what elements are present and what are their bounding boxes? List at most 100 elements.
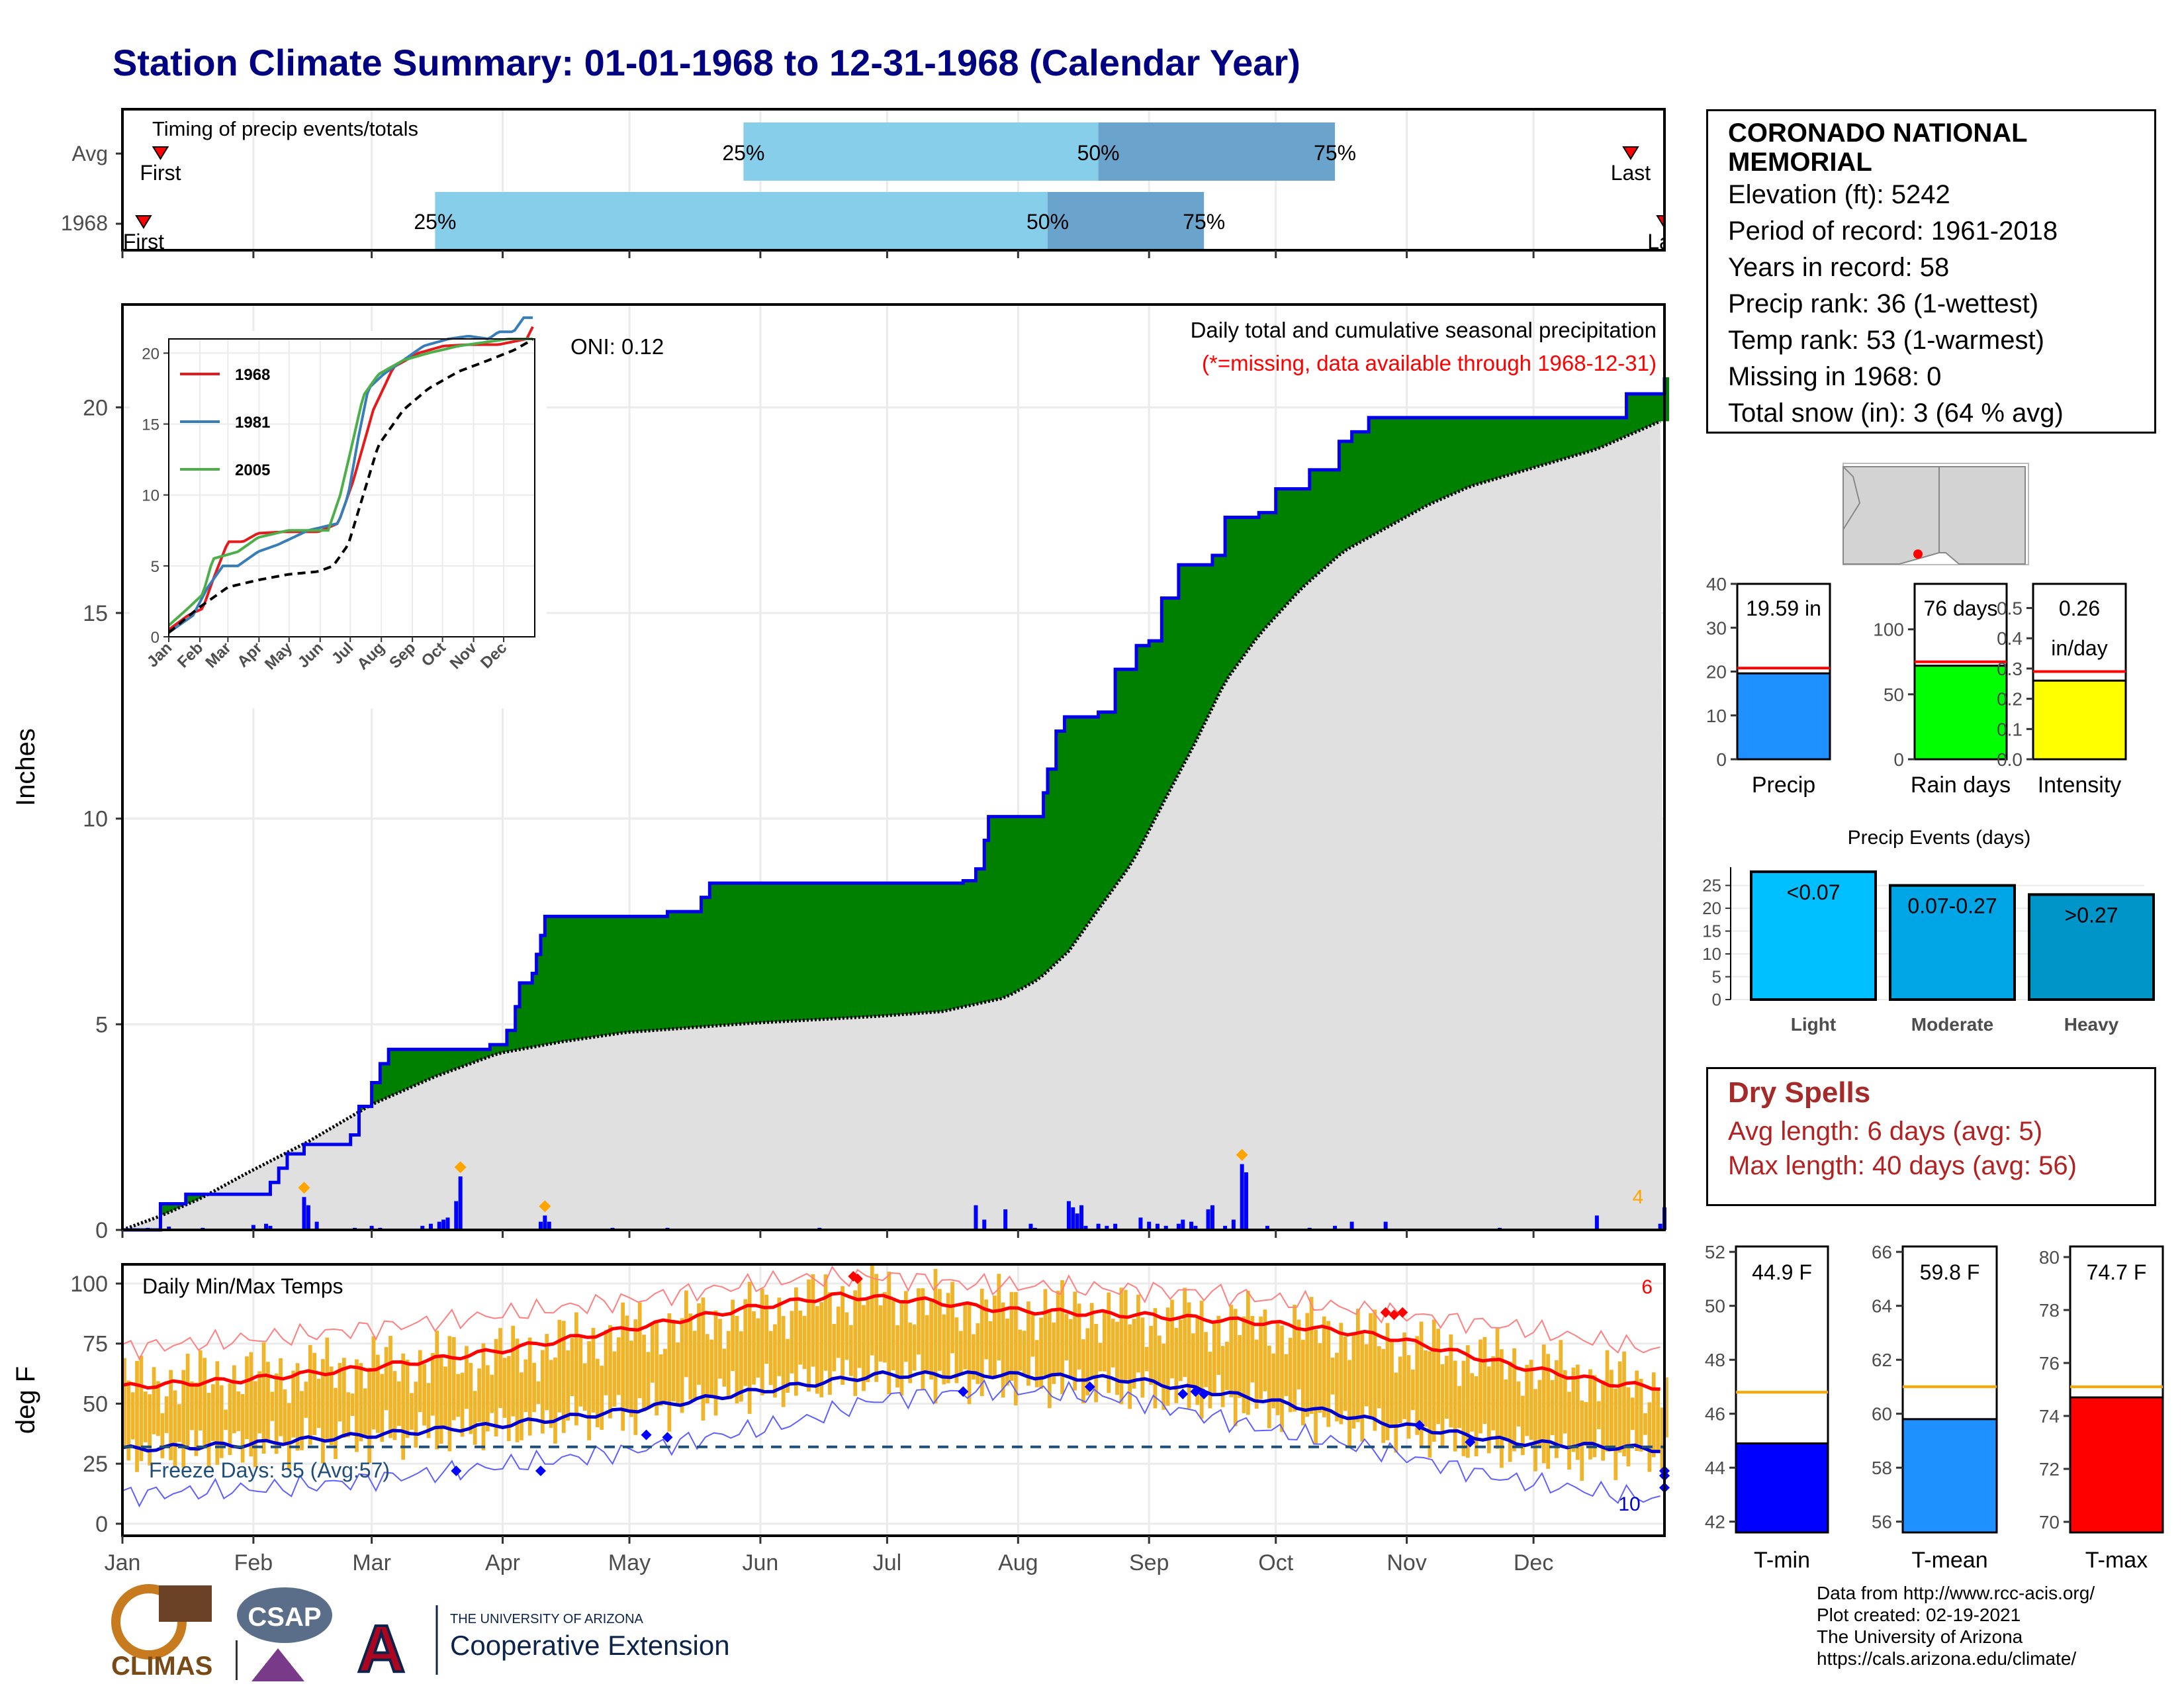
- daily-precip-bar: [1658, 1223, 1662, 1230]
- summary-precip-ytick-label: 0: [1716, 749, 1727, 770]
- timing-pct-25: 25%: [722, 141, 764, 165]
- temp-record-low-marker: [1414, 1420, 1425, 1431]
- events-title: Precip Events (days): [1848, 827, 2031, 849]
- summary-temp-bar: [2069, 1396, 2164, 1534]
- temp-xtick-label: Nov: [1387, 1550, 1426, 1575]
- dry-spells-avg: Avg length: 6 days (avg: 5): [1728, 1117, 2043, 1146]
- inset-frame: [168, 338, 535, 637]
- timing-row-label: 1968: [61, 211, 108, 235]
- temp-record-max-line: [122, 1265, 1661, 1361]
- summary-temp-ytick-label: 48: [1705, 1350, 1725, 1370]
- temp-record-high-marker: [1380, 1307, 1391, 1318]
- daily-precip-bar: [1028, 1223, 1033, 1230]
- cum-ytick-label: 15: [83, 601, 108, 626]
- cum-ytick-label: 5: [95, 1012, 108, 1037]
- temp-avg-min-line: [122, 1370, 1661, 1454]
- credits: Data from http://www.rcc-acis.org/ Plot …: [1817, 1582, 2095, 1669]
- summary-temp-ytick-label: 62: [1872, 1350, 1892, 1370]
- events-ytick-label: 15: [1702, 921, 1721, 941]
- daily-precip-bar: [1193, 1225, 1198, 1230]
- daily-precip-bar: [1066, 1201, 1071, 1230]
- temp-record-low-marker: [1190, 1386, 1201, 1397]
- daily-temps-chart: 0 25 50 75 100 Freeze Days: 55 (Avg:57) Daily …: [11, 1263, 1670, 1575]
- temp-record-high-marker: [852, 1273, 863, 1284]
- daily-precip-bar: [429, 1223, 433, 1230]
- inset-series-line: [167, 338, 533, 634]
- timing-pct-50: 50%: [1077, 141, 1120, 165]
- dry-spells-max: Max length: 40 days (avg: 56): [1728, 1151, 2077, 1180]
- inset-legend-label: 1968: [235, 366, 270, 384]
- summary-temp-bar: [1735, 1442, 1829, 1534]
- summary-temp-ytick-label: 52: [1705, 1242, 1725, 1262]
- events-category-label: Heavy: [2064, 1014, 2119, 1035]
- summary-precip-value: 19.59 in: [1746, 596, 1821, 620]
- summary-precip-ytick-label: 20: [1706, 662, 1727, 682]
- summary-temp-ytick-label: 76: [2039, 1353, 2060, 1374]
- daily-precip-bar: [314, 1221, 319, 1230]
- daily-precip-bar: [1189, 1221, 1194, 1230]
- summary-precip-ytick-label: 0.3: [1997, 659, 2023, 679]
- csap-logo-bar: [236, 1640, 238, 1680]
- daily-precip-bar: [167, 1227, 171, 1230]
- daily-precip-bar: [420, 1225, 425, 1230]
- cum-ytick-label: 10: [83, 807, 108, 832]
- summary-precip-ytick-label: 0: [1893, 749, 1904, 770]
- daily-precip-bar: [251, 1225, 255, 1230]
- summary-precip-bar: [1913, 665, 2008, 761]
- credit-line-3: The University of Arizona: [1817, 1626, 2023, 1647]
- events-bar-moderate: [1889, 884, 2016, 1001]
- summary-precip-bar: [1736, 672, 1831, 761]
- summary-temp-ytick-label: 42: [1705, 1512, 1725, 1532]
- summary-temp-value: 59.8 F: [1920, 1260, 1980, 1284]
- cum-above-avg-area: [122, 377, 1669, 1230]
- summary-temp-bar: [1901, 1418, 1998, 1534]
- temp-record-low-marker: [641, 1429, 652, 1440]
- summary-temp-ytick-label: 78: [2039, 1300, 2060, 1321]
- summary-temp-value: 74.7 F: [2087, 1260, 2147, 1284]
- station-missing: Missing in 1968: 0: [1728, 362, 1942, 391]
- timing-bar-mid: [1098, 122, 1336, 181]
- temp-title: Daily Min/Max Temps: [142, 1274, 343, 1298]
- temp-record-high-marker: [1397, 1307, 1408, 1318]
- temp-xtick-label: May: [608, 1550, 651, 1575]
- temp-avg-max-line: [122, 1291, 1661, 1391]
- timing-first-marker: [152, 146, 169, 160]
- temp-record-low-marker: [451, 1466, 462, 1477]
- timing-bar-light: [743, 122, 1099, 181]
- summary-precip-ytick-label: 10: [1706, 706, 1727, 726]
- station-name-2: MEMORIAL: [1728, 148, 1872, 177]
- daily-precip-bar: [454, 1201, 459, 1230]
- station-temp-rank: Temp rank: 53 (1-warmest): [1728, 326, 2044, 355]
- daily-precip-bar: [302, 1197, 306, 1230]
- timing-clip: [1666, 109, 1706, 250]
- timing-title: Timing of precip events/totals: [152, 117, 418, 140]
- summary-temp-ytick-label: 58: [1872, 1458, 1892, 1478]
- logos: CLIMAS CSAP A THE UNIVERSITY OF ARIZONA Coop…: [111, 1584, 730, 1687]
- station-period: Period of record: 1961-2018: [1728, 216, 2058, 246]
- summary-temp-panels: 44.9 F 42 44 46 48 50 52 T-min 59.8 F 56 58 60 62 64 6…: [1705, 1242, 2164, 1573]
- temp-xtick-label: Feb: [234, 1550, 273, 1575]
- events-ytick-label: 25: [1702, 876, 1721, 896]
- locator-map: [1843, 463, 2029, 565]
- daily-precip-bar: [1594, 1215, 1599, 1230]
- temp-frame: [121, 1263, 1666, 1537]
- summary-temp-ytick-label: 46: [1705, 1404, 1725, 1425]
- temp-xtick-label: Aug: [998, 1550, 1038, 1575]
- summary-precip-ytick-label: 0.2: [1997, 689, 2023, 710]
- daily-precip-bar: [538, 1221, 543, 1230]
- daily-precip-marker: [454, 1161, 467, 1174]
- timing-first-marker: [135, 215, 152, 229]
- daily-precip-bar: [1176, 1223, 1181, 1230]
- daily-precip-bar: [982, 1219, 987, 1230]
- summary-temp-label: T-mean: [1911, 1548, 1987, 1573]
- inset-ytick-label: 20: [142, 345, 159, 363]
- dry-spells-box: Dry Spells Avg length: 6 days (avg: 5) M…: [1706, 1067, 2156, 1206]
- summary-precip-ytick-label: 50: [1884, 684, 1904, 705]
- timing-bar-light: [435, 192, 1048, 250]
- freeze-days-label: Freeze Days: 55 (Avg:57): [149, 1458, 390, 1482]
- summary-temp-ytick-label: 72: [2039, 1459, 2060, 1479]
- climas-logo-block: [159, 1585, 212, 1622]
- timing-first-label: First: [140, 161, 181, 185]
- summary-precip-label: Precip: [1752, 773, 1815, 798]
